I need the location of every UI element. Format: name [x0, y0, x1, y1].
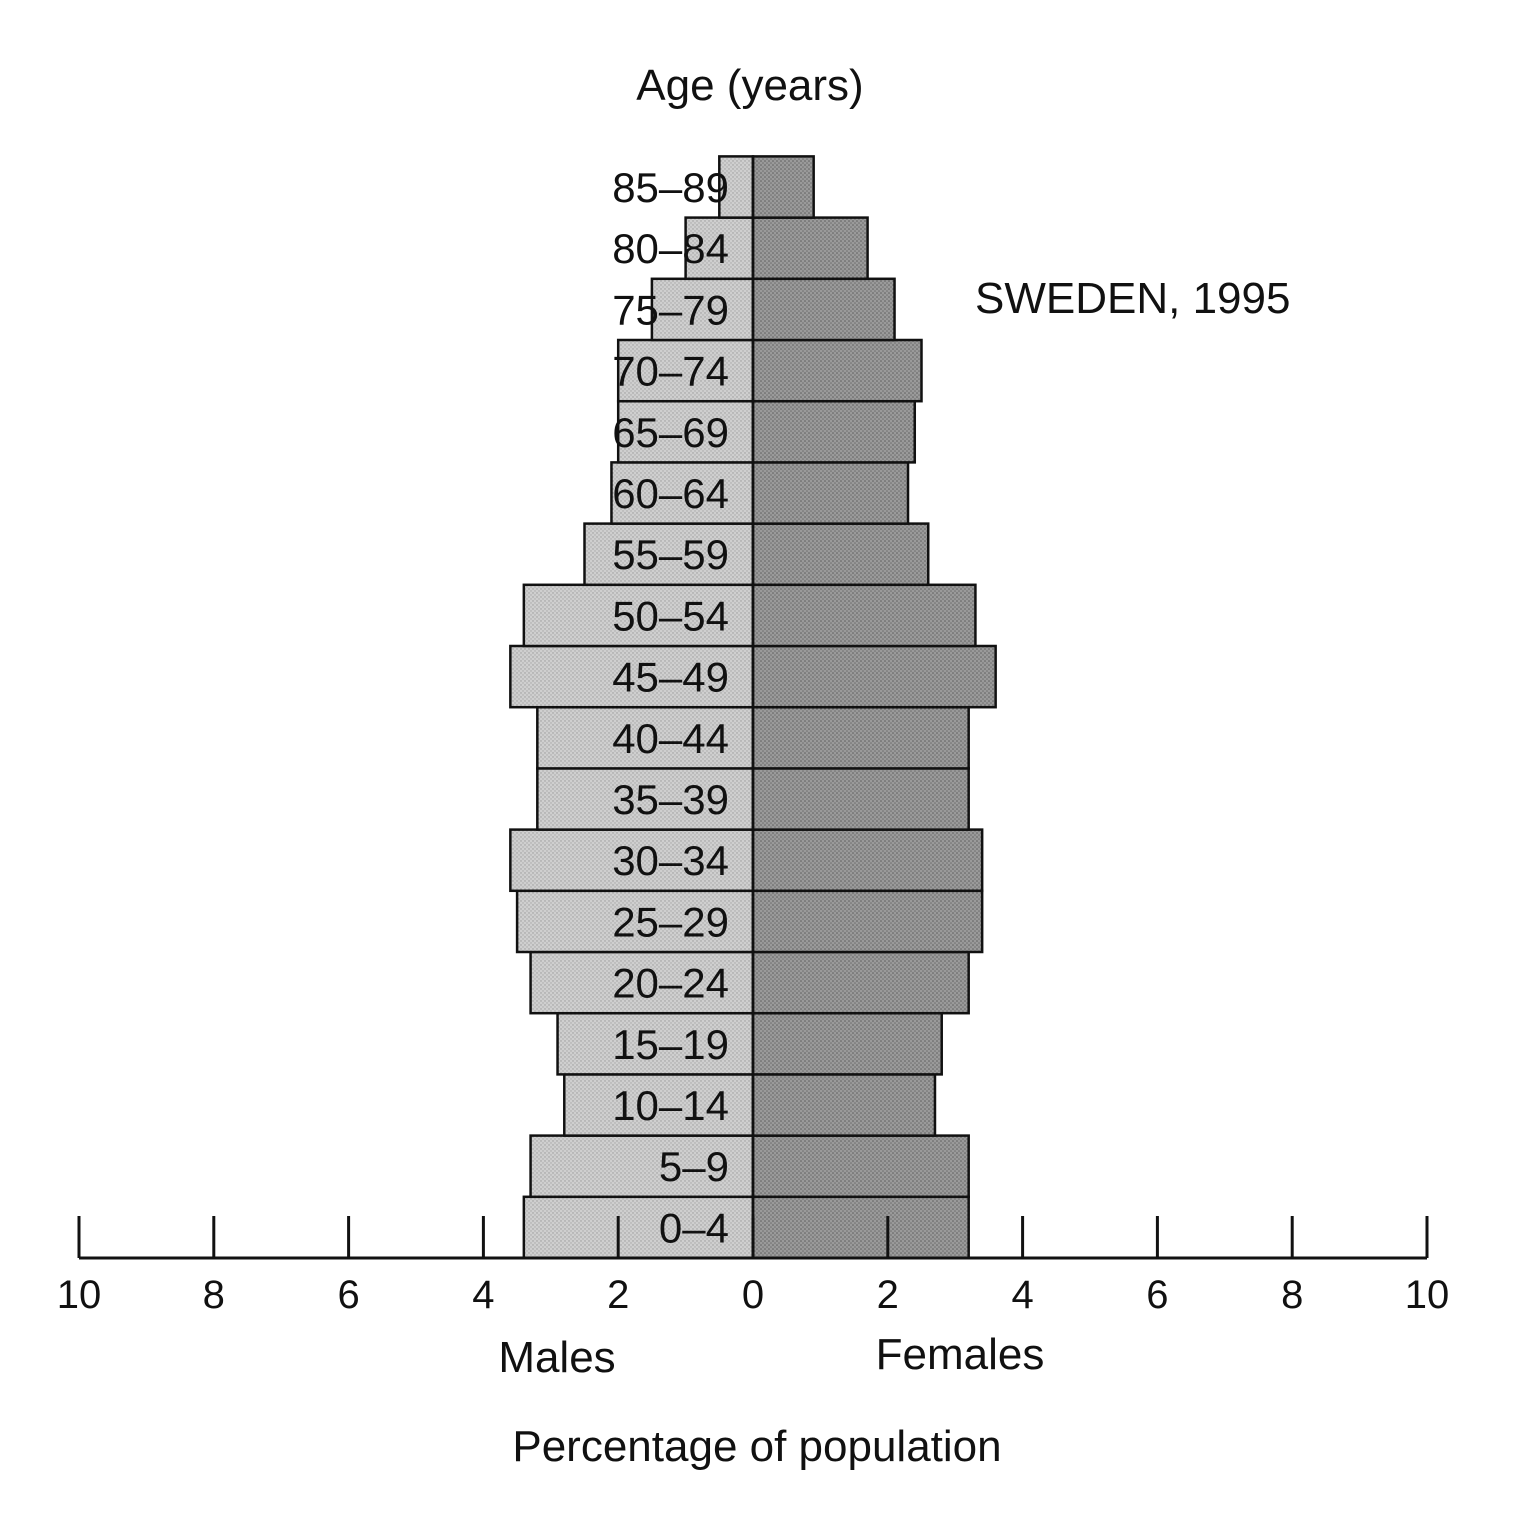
x-tick-label: 8 — [1281, 1273, 1303, 1317]
bar-females-10–14 — [751, 1073, 937, 1137]
bar-females-30–34 — [751, 828, 984, 893]
age-group-label: 70–74 — [612, 348, 729, 395]
bar-males-35–39 — [536, 767, 755, 831]
age-group-label: 85–89 — [612, 164, 729, 211]
bar-males-80–84 — [684, 216, 755, 281]
bar-males-30–34 — [509, 828, 755, 893]
age-axis-label: Age (years) — [636, 61, 863, 110]
age-group-label: 0–4 — [659, 1204, 729, 1251]
age-group-label: 80–84 — [612, 225, 729, 272]
bar-males-20–24 — [529, 950, 755, 1015]
bar-females-25–29 — [751, 889, 984, 954]
x-tick-label: 6 — [1146, 1273, 1168, 1317]
bar-females-55–59 — [751, 522, 930, 587]
bar-females-40–44 — [751, 705, 970, 770]
females-label: Females — [876, 1330, 1045, 1379]
bar-females-35–39 — [751, 767, 970, 831]
x-axis-title: Percentage of population — [512, 1422, 1001, 1471]
chart-title: SWEDEN, 1995 — [975, 274, 1290, 323]
x-tick-label: 4 — [1011, 1273, 1033, 1317]
age-group-label: 60–64 — [612, 470, 729, 517]
x-tick-label: 6 — [337, 1273, 359, 1317]
age-group-label: 50–54 — [612, 592, 729, 639]
bar-females-70–74 — [751, 338, 923, 403]
x-axis: 10 8 6 4 2 0 2 4 6 8 10 — [57, 1216, 1450, 1317]
age-group-label: 40–44 — [612, 715, 729, 762]
x-tick-label: 10 — [1405, 1273, 1450, 1317]
age-group-label: 25–29 — [612, 898, 729, 945]
bar-males-5–9 — [529, 1134, 755, 1199]
age-group-label: 15–19 — [612, 1021, 729, 1068]
males-label: Males — [498, 1333, 615, 1382]
x-tick-label: 8 — [203, 1273, 225, 1317]
age-group-label: 30–34 — [612, 837, 729, 884]
x-tick-label: 2 — [877, 1273, 899, 1317]
bar-females-60–64 — [751, 461, 910, 525]
bar-males-40–44 — [536, 705, 755, 770]
age-group-label: 55–59 — [612, 531, 729, 578]
bar-females-85–89 — [751, 155, 815, 219]
bar-females-5–9 — [751, 1134, 970, 1199]
bar-males-45–49 — [509, 644, 755, 709]
x-tick-label: 10 — [57, 1273, 102, 1317]
age-group-label: 35–39 — [612, 776, 729, 823]
bar-females-20–24 — [751, 950, 970, 1015]
bar-females-75–79 — [751, 277, 896, 342]
age-group-label: 5–9 — [659, 1143, 729, 1190]
bars-group — [509, 155, 997, 1260]
age-group-label: 45–49 — [612, 654, 729, 701]
bar-males-55–59 — [583, 522, 755, 587]
bar-males-25–29 — [515, 889, 755, 954]
bar-females-15–19 — [751, 1011, 943, 1076]
bar-females-0–4 — [751, 1195, 970, 1260]
age-group-label: 65–69 — [612, 409, 729, 456]
bar-females-80–84 — [751, 216, 869, 281]
x-tick-label: 0 — [742, 1273, 764, 1317]
bar-females-45–49 — [751, 644, 997, 709]
age-group-label: 75–79 — [612, 286, 729, 333]
bar-males-60–64 — [610, 461, 755, 525]
age-group-label: 10–14 — [612, 1082, 729, 1129]
x-tick-label: 4 — [472, 1273, 494, 1317]
x-tick-label: 2 — [607, 1273, 629, 1317]
age-group-label: 20–24 — [612, 960, 729, 1007]
age-labels-group: 0–4 5–9 10–14 15–19 20–24 25–29 30–34 35–39 40–4… — [612, 164, 729, 1251]
bar-males-75–79 — [650, 277, 755, 342]
bar-males-0–4 — [522, 1195, 755, 1260]
bar-females-50–54 — [751, 583, 977, 648]
bar-females-65–69 — [751, 399, 917, 464]
